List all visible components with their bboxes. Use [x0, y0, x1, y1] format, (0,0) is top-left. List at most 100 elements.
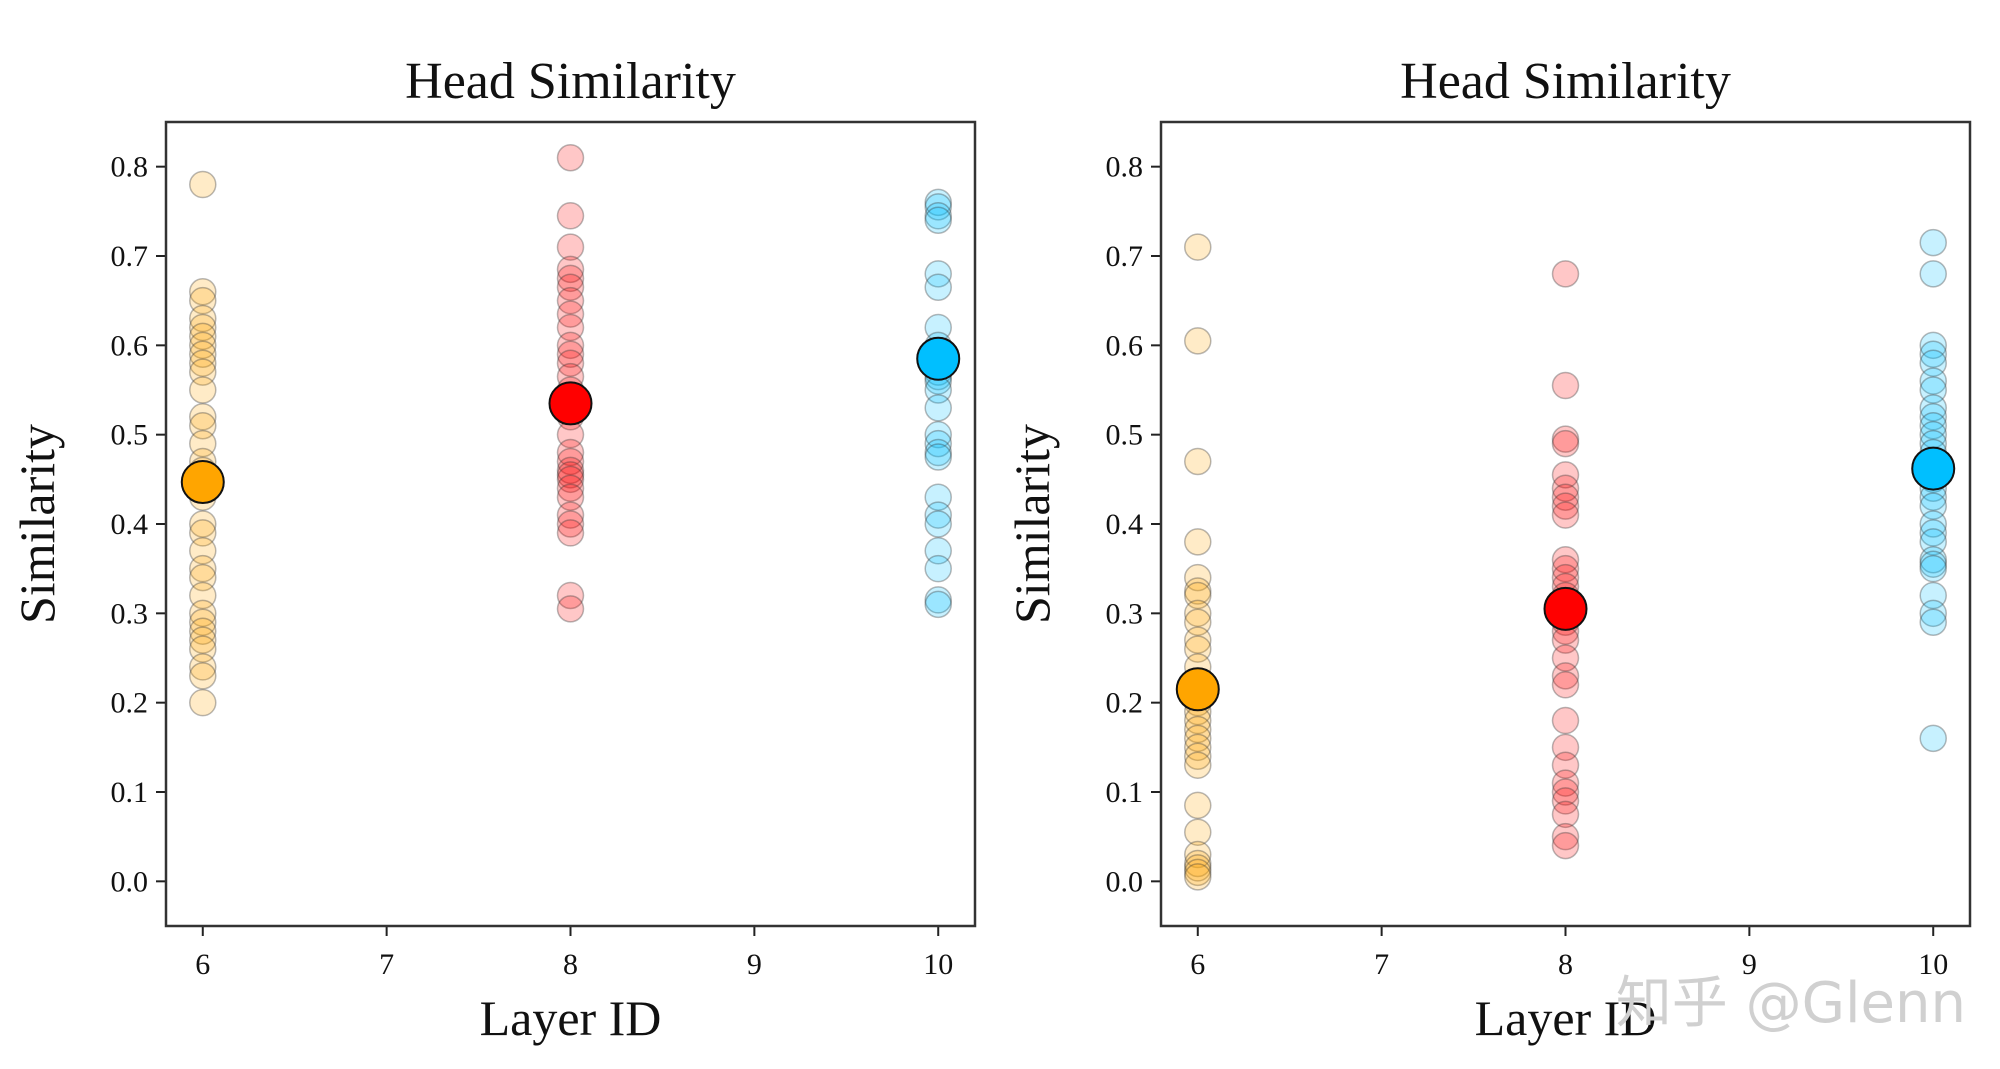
scatter-point: [1184, 742, 1212, 771]
scatter-point: [1551, 501, 1580, 529]
scatter-point: [1551, 425, 1580, 453]
scatter-point: [1919, 367, 1947, 395]
scatter-point: [1551, 733, 1580, 762]
scatter-point: [1184, 599, 1212, 628]
x-tick-label: 6: [195, 948, 210, 981]
scatter-point: [556, 255, 585, 284]
x-tick-label: 8: [1558, 948, 1573, 981]
scatter-point: [556, 501, 585, 529]
scatter-point: [189, 626, 217, 654]
scatter-point: [1551, 831, 1580, 860]
scatter-point: [189, 376, 217, 404]
scatter-point: [1184, 327, 1212, 355]
x-tick-label: 6: [1190, 948, 1205, 981]
scatter-point: [189, 653, 217, 681]
scatter-point: [1184, 724, 1212, 753]
scatter-point: [556, 456, 585, 485]
scatter-point: [1184, 849, 1212, 878]
scatter-point: [1919, 519, 1947, 547]
scatter-point: [189, 349, 217, 377]
scatter-point: [189, 340, 217, 369]
scatter-point: [189, 581, 217, 610]
scatter-point: [556, 273, 585, 302]
scatter-point: [1184, 840, 1212, 869]
scatter-point: [556, 340, 585, 369]
y-tick-label: 0.1: [1106, 776, 1144, 809]
chart-panel-right: Head Similarity Layer ID Similarity 0.0 0.1 0…: [1004, 53, 1972, 1046]
scatter-point: [556, 447, 585, 476]
x-tick-label: 9: [1742, 948, 1757, 981]
scatter-point: [1551, 260, 1580, 288]
scatter-point: [1551, 751, 1580, 779]
scatter-point: [556, 465, 585, 494]
watermark-text: 知乎 @Glenn: [1616, 971, 1966, 1036]
scatter-point: [556, 349, 585, 377]
x-tick-label: 7: [379, 948, 394, 981]
x-tick-label: 8: [563, 948, 578, 981]
scatter-point: [189, 304, 217, 333]
scatter-point: [924, 188, 952, 217]
plot-frame: [1159, 120, 1972, 928]
scatter-point: [189, 170, 217, 199]
scatter-point: [189, 608, 217, 637]
x-axis-label: Layer ID: [1475, 990, 1657, 1046]
y-tick-label: 0.7: [111, 240, 149, 273]
x-tick-label: 10: [923, 948, 953, 981]
scatter-point: [1551, 787, 1580, 815]
scatter-point: [924, 554, 952, 583]
scatter-point: [556, 519, 585, 547]
chart-title: Head Similarity: [405, 53, 736, 110]
mean-marker: [916, 336, 961, 381]
scatter-point: [556, 474, 585, 503]
scatter-point: [189, 537, 217, 565]
scatter-point: [1919, 550, 1947, 578]
scatter-point: [556, 483, 585, 511]
y-tick-label: 0.6: [111, 329, 149, 362]
y-tick-label: 0.8: [1106, 151, 1144, 184]
scatter-point: [189, 277, 217, 306]
scatter-point: [924, 438, 952, 467]
mean-marker: [180, 460, 225, 505]
y-tick-label: 0.2: [1106, 687, 1144, 720]
scatter-point: [1551, 461, 1580, 489]
scatter-point: [1184, 715, 1212, 744]
scatter-point: [1919, 349, 1947, 377]
scatter-point: [556, 510, 585, 538]
scatter-point: [1184, 626, 1212, 654]
scatter-point: [924, 537, 952, 565]
y-tick-label: 0.0: [111, 865, 149, 898]
scatter-point: [1184, 528, 1212, 556]
scatter-point: [1551, 429, 1580, 458]
scatter-point: [1184, 233, 1212, 261]
scatter-point: [1184, 818, 1212, 846]
y-tick-label: 0.2: [111, 687, 149, 720]
scatter-point: [924, 420, 952, 449]
y-tick-label: 0.4: [1106, 508, 1144, 541]
scatter-point: [189, 617, 217, 645]
scatter-point: [1551, 545, 1580, 574]
scatter-point: [1919, 599, 1947, 628]
y-tick-label: 0.5: [111, 419, 149, 452]
scatter-point: [556, 286, 585, 315]
y-tick-label: 0.4: [111, 508, 149, 541]
scatter-point: [189, 563, 217, 592]
chart-title: Head Similarity: [1400, 53, 1731, 110]
scatter-point: [1551, 492, 1580, 520]
scatter-point: [1551, 371, 1580, 400]
scatter-point: [556, 438, 585, 467]
scatter-point: [924, 501, 952, 529]
y-axis-label: Similarity: [9, 424, 65, 624]
plot-frame: [164, 120, 977, 928]
scatter-point: [1551, 800, 1580, 829]
scatter-point: [556, 595, 585, 623]
y-tick-label: 0.6: [1106, 329, 1144, 362]
scatter-point: [1184, 854, 1212, 882]
scatter-point: [1551, 662, 1580, 690]
scatter-point: [924, 193, 952, 221]
y-axis-label: Similarity: [1004, 424, 1060, 624]
scatter-point: [189, 662, 217, 690]
scatter-point: [189, 429, 217, 458]
scatter-point: [1551, 671, 1580, 699]
x-tick-label: 10: [1918, 948, 1948, 981]
